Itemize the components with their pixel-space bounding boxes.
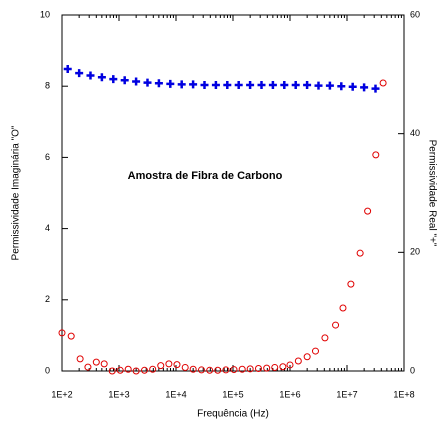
point bbox=[337, 82, 346, 91]
point bbox=[339, 304, 347, 312]
point bbox=[75, 69, 84, 78]
point bbox=[268, 81, 277, 90]
point bbox=[189, 365, 197, 373]
x-tick-label: 1E+5 bbox=[222, 389, 243, 399]
point bbox=[214, 366, 222, 374]
point bbox=[286, 361, 294, 369]
x-axis-label: Frequência (Hz) bbox=[197, 409, 269, 420]
y-tick-label: 10 bbox=[40, 9, 50, 19]
point bbox=[197, 366, 205, 374]
y2-tick-label: 0 bbox=[410, 365, 415, 375]
point bbox=[230, 366, 238, 374]
point bbox=[189, 80, 198, 89]
point bbox=[360, 83, 369, 92]
point bbox=[166, 79, 175, 88]
y-tick-label: 6 bbox=[45, 152, 50, 162]
point bbox=[200, 81, 209, 90]
y2-tick-label: 20 bbox=[410, 247, 420, 257]
y2-tick-label: 60 bbox=[410, 9, 420, 19]
x-tick-label: 1E+6 bbox=[279, 389, 300, 399]
point bbox=[372, 151, 380, 159]
point bbox=[100, 360, 108, 368]
point bbox=[143, 78, 152, 87]
point bbox=[311, 347, 319, 355]
point bbox=[364, 207, 372, 215]
point bbox=[63, 64, 72, 73]
point bbox=[246, 365, 254, 373]
point bbox=[84, 363, 92, 371]
y-tick-label: 8 bbox=[45, 81, 50, 91]
point bbox=[116, 366, 124, 374]
point bbox=[332, 321, 340, 329]
point bbox=[303, 81, 312, 90]
point bbox=[246, 81, 255, 90]
point bbox=[238, 365, 246, 373]
point bbox=[173, 361, 181, 369]
point bbox=[379, 79, 387, 87]
y2-tick-label: 40 bbox=[410, 128, 420, 138]
point bbox=[294, 357, 302, 365]
point bbox=[257, 81, 266, 90]
point bbox=[132, 367, 140, 375]
point bbox=[120, 76, 129, 85]
point bbox=[132, 77, 141, 86]
x-tick-label: 1E+3 bbox=[108, 389, 129, 399]
point bbox=[356, 249, 364, 257]
x-tick-label: 1E+7 bbox=[336, 389, 357, 399]
point bbox=[280, 81, 289, 90]
y2-axis-label: Permissividade Real "+" bbox=[426, 140, 437, 247]
point bbox=[263, 364, 271, 372]
point bbox=[67, 332, 75, 340]
point bbox=[140, 366, 148, 374]
point bbox=[321, 334, 329, 342]
point bbox=[86, 71, 95, 80]
point bbox=[325, 81, 334, 90]
point bbox=[271, 363, 279, 371]
point bbox=[371, 84, 380, 93]
chart-title: Amostra de Fibra de Carbono bbox=[128, 170, 283, 182]
point bbox=[92, 358, 100, 366]
point bbox=[154, 79, 163, 88]
plot-frame bbox=[61, 14, 405, 372]
point bbox=[177, 80, 186, 89]
point bbox=[181, 363, 189, 371]
point bbox=[254, 365, 262, 373]
point bbox=[157, 362, 165, 370]
point bbox=[303, 353, 311, 361]
point bbox=[222, 366, 230, 374]
point bbox=[347, 280, 355, 288]
point bbox=[291, 81, 300, 90]
point bbox=[76, 355, 84, 363]
y-axis-label: Permissividade Imaginária "O" bbox=[11, 125, 22, 260]
point bbox=[206, 366, 214, 374]
y-tick-label: 2 bbox=[45, 294, 50, 304]
point bbox=[234, 81, 243, 90]
point bbox=[58, 329, 66, 337]
point bbox=[97, 73, 106, 82]
point bbox=[279, 363, 287, 371]
y-tick-label: 4 bbox=[45, 223, 50, 233]
point bbox=[149, 365, 157, 373]
point bbox=[211, 81, 220, 90]
point bbox=[109, 75, 118, 84]
point bbox=[124, 365, 132, 373]
point bbox=[348, 82, 357, 91]
point bbox=[314, 81, 323, 90]
y-tick-label: 0 bbox=[45, 365, 50, 375]
point bbox=[165, 360, 173, 368]
x-tick-label: 1E+2 bbox=[51, 389, 72, 399]
x-tick-label: 1E+8 bbox=[393, 389, 414, 399]
x-tick-label: 1E+4 bbox=[165, 389, 186, 399]
point bbox=[223, 81, 232, 90]
point bbox=[108, 367, 116, 375]
